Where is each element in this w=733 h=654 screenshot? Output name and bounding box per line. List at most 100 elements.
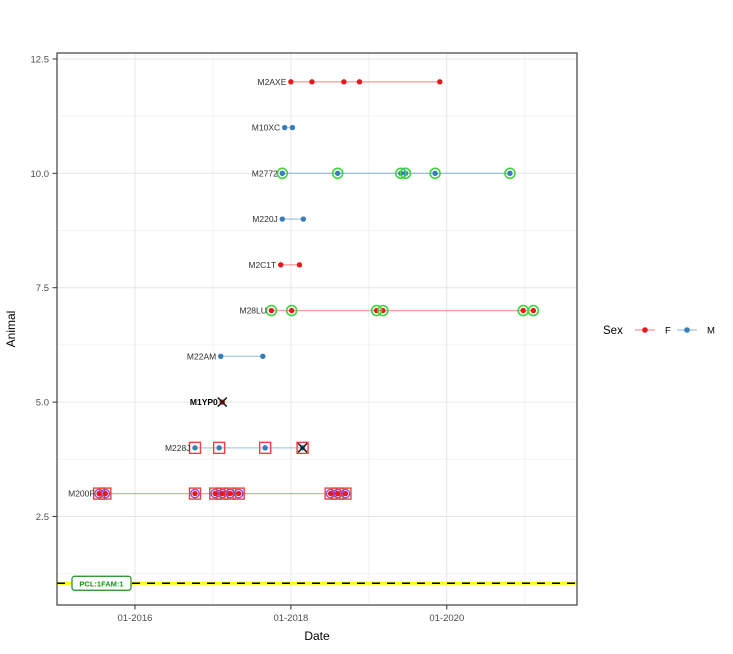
data-point [262,445,268,451]
x-axis-title: Date [304,629,330,643]
animal-series-M28LU: M28LU [239,304,540,317]
animal-series-M2772: M2772 [252,167,516,180]
data-point [437,79,443,85]
x-mark [297,442,308,453]
minor-gridlines [57,53,577,605]
animal-label: M2C1T [248,260,276,270]
red-square-marker [188,487,202,500]
data-point [341,79,347,85]
purple-circle-marker [210,488,221,499]
data-point [296,262,303,268]
data-point [327,490,334,497]
green-circle-marker [377,304,389,317]
green-circle-marker [429,167,441,180]
major-gridlines [57,53,577,605]
data-point [260,353,266,360]
red-square-marker [212,441,226,455]
animal-label: M22AM [187,351,216,361]
green-circle-marker [370,304,383,317]
reference-line: PCL:1FAM:1 [57,575,577,591]
data-point [219,490,225,497]
data-point [235,490,242,497]
animal-series-M228J: M228J [165,441,309,455]
animal-label: M228J [165,443,191,453]
data-point [288,307,295,314]
red-square-marker [296,441,309,455]
green-circle-marker [399,167,412,180]
animal-label: M2AXE [258,77,287,87]
red-square-marker [188,441,202,455]
data-point [218,353,224,360]
data-point [342,490,349,497]
animal-label: M1YP0 [190,397,218,407]
red-square-marker [232,487,245,500]
animal-series-M2C1T: M2C1T [248,260,303,270]
purple-circle-marker [340,488,351,499]
panel-border [56,52,578,606]
data-point [227,490,233,497]
green-circle-marker [265,304,278,317]
data-point [192,490,198,497]
data-point [334,170,341,177]
y-tick-label: 5.0 [36,398,49,409]
legend-entry-label: M [707,326,715,337]
y-tick-label: 7.5 [36,283,49,294]
animal-label: M200F [68,489,94,499]
reference-line-label: PCL:1FAM:1 [79,579,123,588]
data-point [192,445,198,451]
data-point [507,170,513,177]
data-point [334,490,341,497]
data-point [288,79,294,85]
data-point [212,490,218,497]
data-point [96,490,102,497]
data-point [530,307,537,314]
x-tick-label: 01-2020 [429,613,464,624]
animal-series-M22AM: M22AM [187,351,266,361]
legend-entry-label: F [665,326,671,337]
green-circle-marker [276,167,289,180]
y-axis-title: Animal [4,311,18,348]
green-circle-marker [395,167,407,180]
y-tick-label: 10.0 [31,169,50,180]
data-point [309,79,315,85]
animal-series-M2AXE: M2AXE [258,77,443,87]
data-point [300,216,307,222]
legend-title: Sex [603,325,623,337]
animal-label: M220J [252,214,278,224]
red-square-marker [258,441,272,455]
data-point [279,170,286,177]
legend-key-point [684,327,690,333]
x-tick-label: 01-2018 [273,613,308,624]
data-point [268,307,275,314]
green-circle-marker [285,304,298,317]
data-point [432,170,438,177]
animal-label: M28LU [239,306,266,316]
animal-series-M220J: M220J [252,214,307,224]
purple-circle-marker [190,488,200,499]
data-point [520,307,526,314]
green-circle-marker [527,304,540,317]
animal-label: M10XC [252,123,280,133]
reference-line-label-box [71,575,132,591]
x-tick-label: 01-2016 [118,613,153,624]
plot-panel [57,53,577,605]
data-point [289,124,296,131]
y-tick-label: 2.5 [36,512,49,523]
data-point [102,490,109,497]
legend-key-point [642,327,648,333]
animal-label: M2772 [252,168,278,178]
green-circle-marker [331,167,344,180]
axes: 01-2016 01-2018 01-2020 2.5 5.0 7.5 10.0 12.5 [31,54,465,624]
data-point [216,445,222,451]
animal-series-M10XC: M10XC [252,123,296,133]
data-point [279,216,286,222]
data-point [356,79,363,85]
animal-series-M1YP0: M1YP0 [190,397,228,408]
purple-circle-marker [325,488,336,499]
x-mark [217,397,228,408]
data-point [278,262,284,268]
green-circle-marker [504,167,516,180]
purple-circle-marker [233,488,244,499]
